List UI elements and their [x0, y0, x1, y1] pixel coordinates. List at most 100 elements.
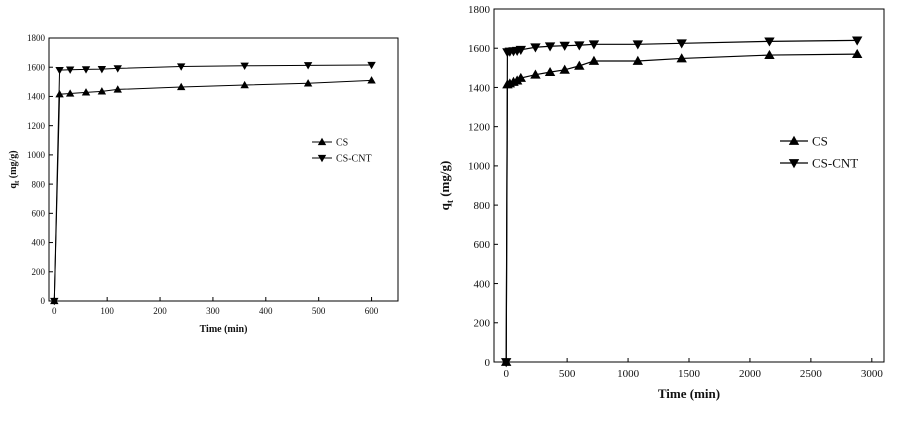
y-tick-label: 200 — [474, 318, 491, 330]
y-tick-label: 0 — [41, 296, 46, 306]
legend-label: CS-CNT — [336, 154, 372, 165]
y-tick-label: 0 — [485, 357, 491, 369]
legend-marker — [317, 154, 327, 163]
data-point — [176, 63, 186, 71]
series-cs-cnt — [500, 36, 863, 368]
data-point — [500, 358, 512, 368]
y-tick-label: 1000 — [27, 150, 46, 160]
y-tick-label: 400 — [474, 278, 491, 290]
data-point — [65, 66, 75, 74]
series-cs — [500, 48, 863, 366]
data-point — [50, 297, 59, 306]
legend: CS CS-CNT — [312, 138, 372, 165]
y-tick-label: 1000 — [468, 161, 491, 173]
x-axis-title: Time (min) — [200, 324, 248, 335]
data-point — [588, 55, 600, 65]
y-tick-label: 600 — [32, 208, 46, 218]
data-point — [113, 65, 122, 73]
legend-marker — [317, 137, 327, 146]
data-point — [81, 66, 91, 74]
x-tick-label: 0 — [503, 368, 509, 380]
data-point — [303, 79, 313, 87]
data-point — [544, 66, 556, 77]
x-tick-label: 100 — [100, 306, 114, 316]
plot-frame — [493, 8, 885, 363]
y-tick-label: 1400 — [468, 82, 491, 94]
y-axis-title: qt (mg/g) — [437, 161, 455, 211]
data-point — [367, 76, 376, 84]
y-tick-label: 1200 — [27, 121, 46, 131]
y-tick-label: 400 — [32, 238, 46, 248]
plot-frame — [48, 37, 399, 302]
data-point — [676, 39, 687, 49]
x-tick-label: 300 — [206, 306, 220, 316]
data-point — [559, 64, 570, 74]
series-line — [505, 53, 858, 363]
series-line — [505, 39, 858, 363]
x-tick-label: 200 — [153, 306, 167, 316]
data-point — [176, 82, 186, 91]
data-point — [574, 41, 585, 51]
legend-label: CS — [336, 138, 348, 149]
data-point — [81, 88, 91, 96]
x-tick-label: 2000 — [739, 368, 762, 380]
data-point — [367, 61, 376, 70]
data-point — [515, 72, 527, 82]
x-tick-label: 500 — [312, 306, 326, 316]
y-tick-label: 600 — [474, 239, 491, 251]
data-point — [764, 37, 775, 47]
data-point — [676, 53, 687, 63]
data-point — [530, 43, 541, 53]
y-tick-label: 1800 — [27, 33, 46, 43]
data-point — [240, 62, 249, 70]
y-axis-title: qt (mg/g) — [8, 150, 21, 188]
series-cs-cnt — [50, 61, 376, 306]
y-tick-label: 1200 — [468, 122, 491, 134]
data-point — [55, 66, 64, 75]
data-point — [632, 40, 644, 50]
legend-label: CS-CNT — [812, 156, 858, 171]
chart-panel-1: 0 200 400 600 800 1000 1200 1400 1600 1800 0 100 200… — [8, 33, 399, 335]
y-tick-label: 1600 — [468, 43, 491, 55]
data-point — [544, 42, 556, 52]
data-point — [113, 85, 122, 93]
data-point — [632, 55, 644, 65]
x-tick-label: 400 — [259, 306, 273, 316]
data-point — [55, 90, 64, 98]
data-point — [97, 65, 107, 74]
data-point — [97, 87, 107, 95]
data-point — [559, 41, 570, 51]
data-point — [515, 45, 527, 55]
series-line — [53, 79, 372, 302]
legend-marker — [788, 159, 800, 169]
series-line — [53, 64, 372, 302]
data-point — [851, 36, 863, 46]
legend-marker — [788, 135, 800, 145]
x-tick-label: 500 — [559, 368, 576, 380]
y-tick-label: 200 — [32, 267, 46, 277]
legend-label: CS — [812, 134, 828, 149]
legend: CS CS-CNT — [780, 134, 858, 171]
y-tick-label: 800 — [32, 179, 46, 189]
data-point — [65, 89, 75, 97]
x-tick-label: 0 — [52, 306, 57, 316]
y-tick-label: 800 — [474, 200, 491, 212]
data-point — [851, 48, 863, 59]
chart-panel-2: 0 200 400 600 800 1000 1200 1400 1600 1800 0 500 100… — [437, 4, 885, 401]
x-tick-label: 1000 — [617, 368, 640, 380]
x-tick-label: 3000 — [861, 368, 884, 380]
y-tick-label: 1800 — [468, 4, 491, 16]
data-point — [764, 49, 775, 59]
x-axis-title: Time (min) — [658, 386, 720, 401]
x-tick-label: 2500 — [800, 368, 823, 380]
data-point — [574, 60, 585, 70]
data-point — [240, 80, 249, 89]
x-tick-label: 1500 — [678, 368, 701, 380]
x-tick-label: 600 — [365, 306, 379, 316]
y-tick-label: 1600 — [27, 62, 46, 72]
data-point — [303, 62, 313, 70]
data-point — [530, 69, 541, 79]
series-cs — [50, 76, 376, 305]
y-tick-label: 1400 — [27, 92, 46, 102]
